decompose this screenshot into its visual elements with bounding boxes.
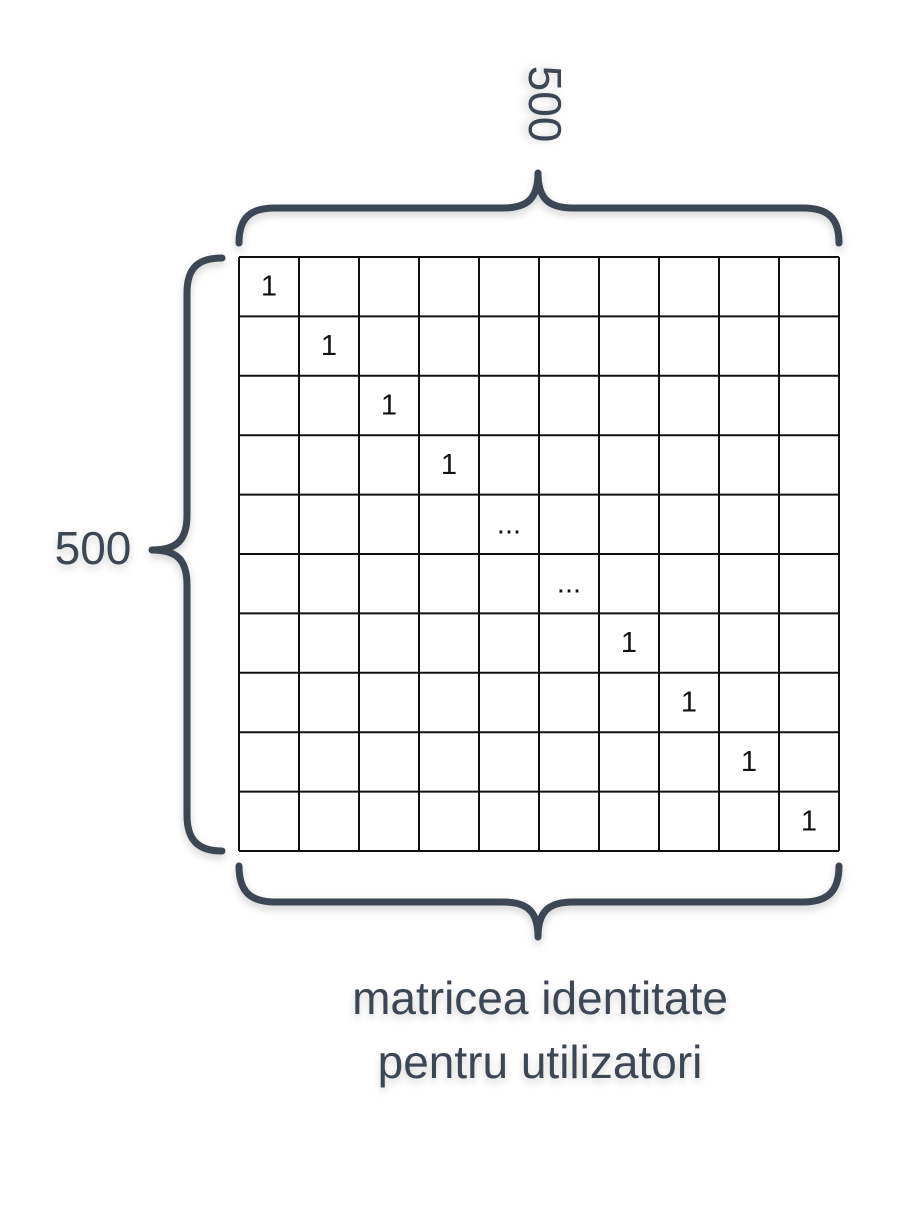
- rows-dimension-label: 500: [55, 522, 132, 574]
- diagonal-cell-value: 1: [441, 449, 457, 481]
- bottom-brace: [235, 862, 843, 941]
- caption-line-2: pentru utilizatori: [377, 1036, 703, 1088]
- top-brace: [235, 169, 843, 247]
- matrix-cells: 1 1 1 1...... 1 1 1 1: [261, 271, 817, 838]
- caption: matricea identitate pentru utilizatori: [240, 966, 840, 1094]
- diagonal-cell-value: 1: [741, 746, 757, 778]
- left-brace: [148, 254, 226, 855]
- matrix-grid: [238, 256, 840, 852]
- diagonal-cell-value: 1: [381, 390, 397, 422]
- caption-line-1: matricea identitate: [352, 972, 728, 1024]
- diagonal-cell-value: 1: [681, 687, 697, 719]
- diagonal-cell-value: ...: [557, 568, 581, 600]
- diagonal-cell-value: 1: [621, 627, 637, 659]
- columns-dimension-label: 500: [519, 66, 571, 143]
- diagonal-cell-value: 1: [321, 330, 337, 362]
- diagonal-cell-value: 1: [261, 271, 277, 303]
- diagonal-cell-value: 1: [801, 805, 817, 837]
- diagonal-cell-value: ...: [497, 508, 521, 540]
